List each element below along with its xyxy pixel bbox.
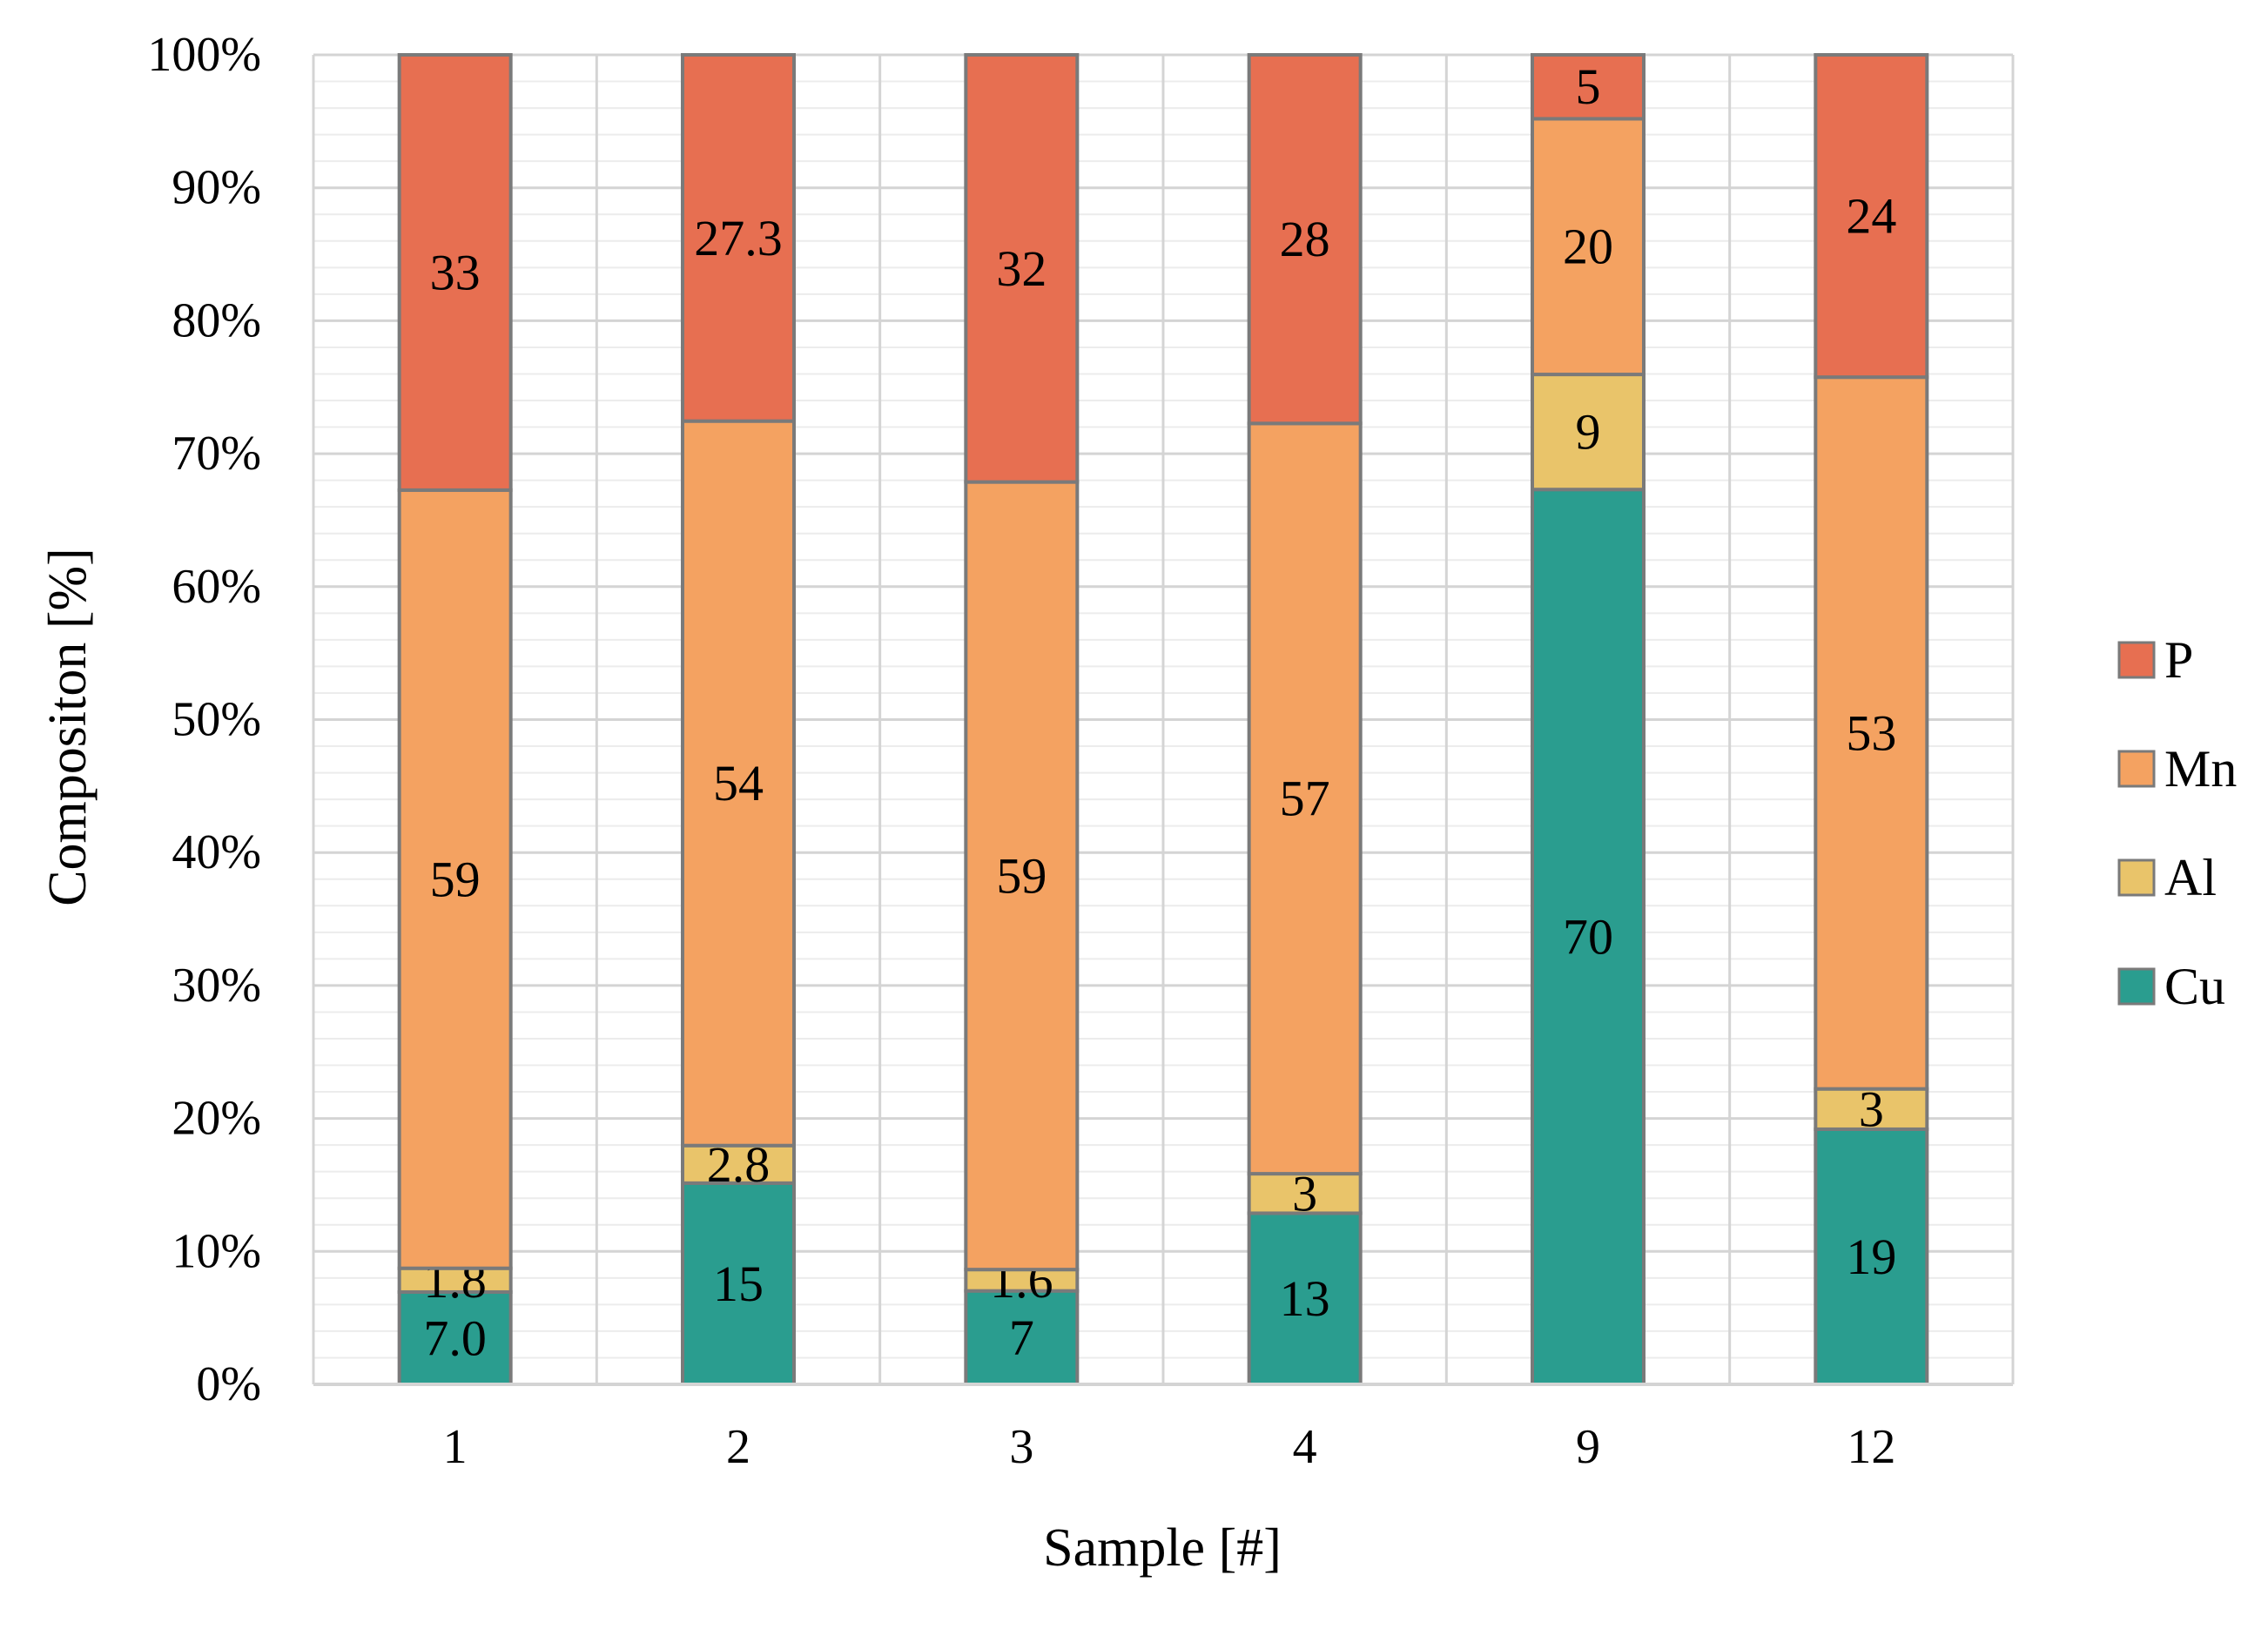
y-tick-label: 100% [147,28,261,82]
legend-label-p: P [2164,631,2193,689]
data-label: 59 [430,851,481,907]
y-tick-label: 40% [172,825,261,879]
y-tick-label: 30% [172,959,261,1013]
bar-segment-al [1814,1087,1929,1131]
bar-segment-al [681,1143,796,1185]
x-tick-label: 9 [1576,1420,1600,1474]
data-label: 59 [996,847,1047,904]
legend-swatch-mn [2117,750,2156,788]
data-label: 7 [1009,1309,1034,1366]
data-label: 9 [1576,404,1601,461]
x-tick-label: 4 [1293,1420,1317,1474]
x-tick-label: 12 [1847,1420,1895,1474]
bar-segment-p [1814,53,1929,380]
data-label: 20 [1563,219,1613,275]
legend-label-al: Al [2164,849,2217,906]
data-label: 15 [713,1255,764,1312]
bar-segment-p [397,53,513,492]
y-tick-label: 80% [172,293,261,347]
data-label: 7.0 [423,1309,487,1366]
y-tick-label: 70% [172,427,261,481]
legend: P Mn Al Cu [2117,631,2237,1015]
data-label: 70 [1563,909,1613,966]
x-tick-label: 3 [1009,1420,1033,1474]
data-label: 13 [1280,1270,1330,1327]
bar-segment-p [1247,53,1363,426]
data-label: 57 [1280,771,1330,827]
data-label: 54 [713,755,764,811]
y-tick-label: 50% [172,693,261,747]
bar-segment-mn [1814,375,1929,1091]
x-axis-title: Sample [#] [1043,1518,1282,1578]
bars: 7.01.85933152.85427.371.6593213357287092… [397,53,1929,1387]
bar-segment-al [1531,373,1645,492]
y-tick-label: 90% [172,161,261,215]
data-label: 19 [1846,1228,1896,1285]
x-tick-label: 2 [726,1420,750,1474]
y-tick-label: 20% [172,1092,261,1146]
bar-segment-cu [397,1289,513,1387]
legend-label-mn: Mn [2164,740,2237,798]
bar-segment-mn [1247,421,1363,1176]
legend-swatch-cu [2117,967,2156,1006]
data-label: 24 [1846,188,1896,245]
bar-segment-mn [397,488,513,1270]
legend-swatch-p [2117,641,2156,679]
legend-swatch-al [2117,858,2156,897]
y-tick-label: 0% [196,1357,261,1411]
major-gridlines [312,53,2015,1384]
data-label: 27.3 [694,210,783,266]
bar-segment-mn [964,480,1080,1272]
data-label: 53 [1846,704,1896,761]
x-tick-label: 1 [443,1420,468,1474]
legend-label-cu: Cu [2164,958,2225,1015]
data-label: 33 [430,244,481,300]
bar-segment-p [681,53,796,423]
y-tick-label: 60% [172,560,261,614]
y-axis-title: Compositon [%] [38,548,98,906]
y-tick-label: 10% [172,1224,261,1278]
bar-segment-al [397,1266,513,1294]
data-label: 32 [996,240,1047,297]
x-axis-ticks: 1 2 3 4 9 12 [443,1420,1896,1474]
bar-segment-p [1531,53,1645,121]
y-axis-ticks: 0% 10% 20% 30% 40% 50% 60% 70% 80% 90% 100% [147,28,261,1411]
data-label: 28 [1280,211,1330,267]
data-label: 5 [1576,58,1601,115]
bar-segment-cu [1247,1211,1363,1386]
bar-segment-p [964,53,1080,484]
